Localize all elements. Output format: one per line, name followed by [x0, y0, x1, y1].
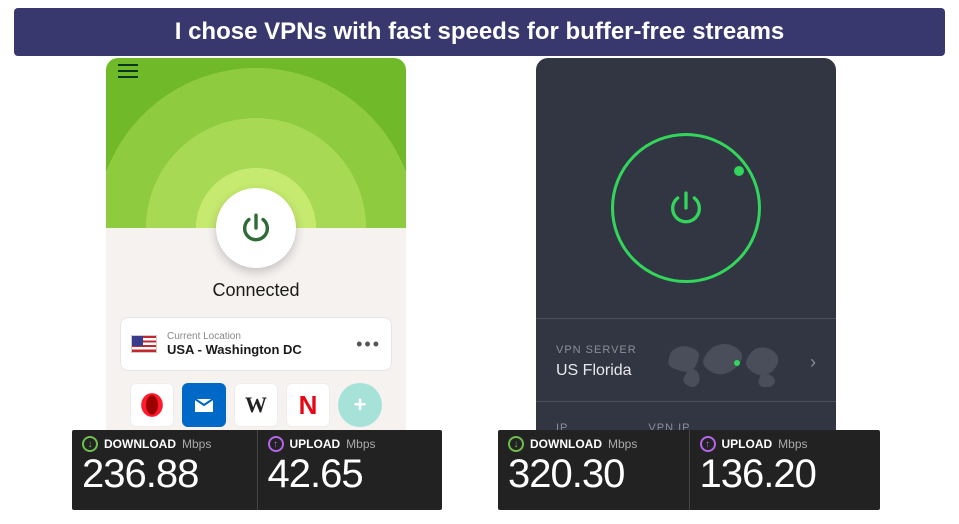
server-value: US Florida — [556, 362, 637, 380]
unit-label: Mbps — [182, 437, 211, 451]
speedtest-right: ↓ DOWNLOAD Mbps 320.30 ↑ UPLOAD Mbps 136.2… — [498, 430, 880, 510]
netflix-icon[interactable]: N — [286, 383, 330, 427]
us-flag-icon — [131, 335, 157, 353]
power-icon — [239, 211, 273, 245]
headline-banner: I chose VPNs with fast speeds for buffer… — [14, 8, 945, 56]
upload-value: 42.65 — [268, 454, 433, 494]
download-value: 236.88 — [82, 454, 247, 494]
location-value: USA - Washington DC — [167, 342, 346, 357]
speedtest-left: ↓ DOWNLOAD Mbps 236.88 ↑ UPLOAD Mbps 42.65 — [72, 430, 442, 510]
more-icon[interactable]: ••• — [356, 334, 381, 355]
upload-col: ↑ UPLOAD Mbps 136.20 — [689, 430, 881, 510]
add-shortcut-icon[interactable]: + — [338, 383, 382, 427]
location-card[interactable]: Current Location USA - Washington DC ••• — [120, 317, 392, 371]
unit-label: Mbps — [608, 437, 637, 451]
download-col: ↓ DOWNLOAD Mbps 236.88 — [72, 430, 257, 510]
upload-col: ↑ UPLOAD Mbps 42.65 — [257, 430, 443, 510]
location-text: Current Location USA - Washington DC — [167, 331, 346, 357]
upload-label: UPLOAD — [290, 437, 341, 451]
upload-label: UPLOAD — [722, 437, 773, 451]
server-label: VPN SERVER — [556, 344, 637, 356]
download-label: DOWNLOAD — [530, 437, 602, 451]
power-button[interactable] — [611, 133, 761, 283]
unit-label: Mbps — [778, 437, 807, 451]
server-text: VPN SERVER US Florida — [556, 344, 637, 380]
opera-icon[interactable] — [130, 383, 174, 427]
power-button[interactable] — [216, 188, 296, 268]
upload-value: 136.20 — [700, 454, 871, 494]
upload-icon: ↑ — [268, 436, 284, 452]
download-icon: ↓ — [82, 436, 98, 452]
expressvpn-panel: Connected Current Location USA - Washing… — [106, 58, 406, 458]
power-icon — [666, 188, 706, 228]
app-shortcuts: W N + — [120, 383, 392, 427]
server-row[interactable]: VPN SERVER US Florida › — [536, 318, 836, 402]
world-map-icon — [663, 337, 783, 387]
unit-label: Mbps — [346, 437, 375, 451]
upload-icon: ↑ — [700, 436, 716, 452]
indicator-dot — [734, 166, 744, 176]
wikipedia-icon[interactable]: W — [234, 383, 278, 427]
download-icon: ↓ — [508, 436, 524, 452]
download-value: 320.30 — [508, 454, 679, 494]
download-col: ↓ DOWNLOAD Mbps 320.30 — [498, 430, 689, 510]
menu-icon[interactable] — [118, 64, 138, 66]
mail-icon[interactable] — [182, 383, 226, 427]
download-label: DOWNLOAD — [104, 437, 176, 451]
connection-status: Connected — [106, 280, 406, 301]
location-label: Current Location — [167, 331, 346, 342]
header-gradient — [106, 58, 406, 228]
chevron-right-icon: › — [810, 352, 816, 373]
pia-panel: VPN SERVER US Florida › IP VPN IP — [536, 58, 836, 458]
